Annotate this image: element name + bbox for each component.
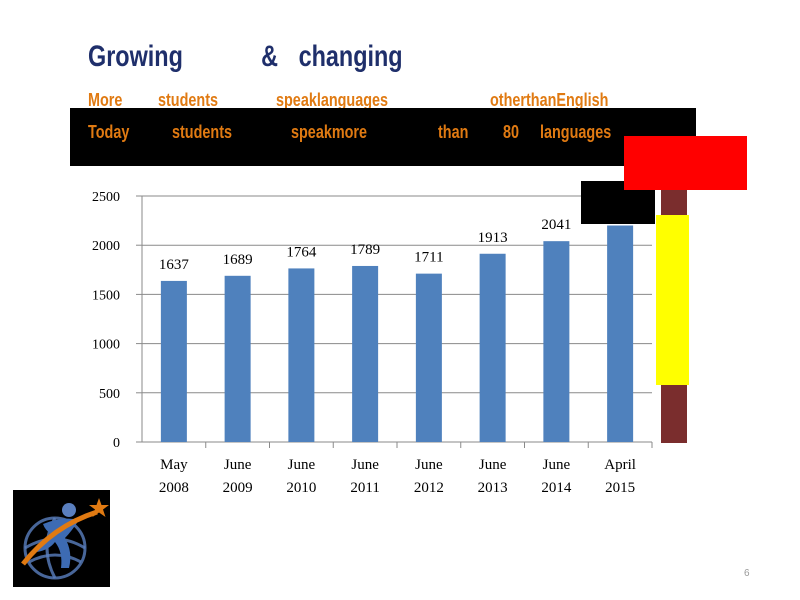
bar [543,241,570,442]
y-tick-label: 0 [113,436,120,451]
bar [160,280,187,442]
subtitle-word-1: More [88,90,123,110]
title-word-changing: changing [298,40,403,73]
slide-title: Growing & changing [88,40,403,80]
x-tick-label: 2013 [478,480,508,496]
yellow-decor-bar [656,215,689,385]
data-label: 1711 [414,250,443,266]
x-tick-label: 2009 [223,480,253,496]
y-tick-label: 500 [99,387,120,402]
y-tick-label: 1000 [92,338,120,353]
bar [479,253,506,442]
data-label: 1764 [286,244,317,260]
band-word-1: Today [88,122,130,142]
bar [288,268,315,442]
x-tick-label: June [288,457,316,473]
chart-labels: 0 500 1000 1500 2000 2500 1637 May 2008 1689 June 2… [92,190,636,496]
x-tick-label: June [543,457,571,473]
data-label: 1689 [223,252,253,268]
title-word-ampersand: & [261,40,279,73]
x-tick-label: June [224,457,252,473]
subtitle-word-2: students [158,90,219,110]
data-label: 1637 [159,257,190,273]
y-tick-label: 2000 [92,239,120,254]
y-tick-label: 2500 [92,190,120,205]
x-tick-label: June [351,457,379,473]
band-word-4: than [438,122,469,142]
x-tick-label: June [415,457,443,473]
band-word-2: students [172,122,233,142]
chart-bars [160,225,634,442]
bar [607,225,634,442]
red-decor-block [624,136,747,190]
x-tick-label: 2015 [605,480,635,496]
x-tick-label: 2008 [159,480,189,496]
data-label: 1789 [350,242,380,258]
data-label: 1913 [478,230,508,246]
x-tick-label: 2010 [286,480,316,496]
band-word-3: speakmore [291,122,368,142]
bar [415,273,442,442]
x-tick-label: April [604,457,636,473]
data-label: 2041 [541,217,571,233]
bar [352,265,379,442]
subtitle-word-3: speaklanguages [276,90,389,110]
x-tick-label: June [479,457,507,473]
x-tick-label: 2014 [541,480,572,496]
chart-gridlines [142,195,652,394]
bar [224,275,251,442]
globe-figure-star-logo-icon [21,498,109,580]
x-tick-label: 2012 [414,480,444,496]
subtitle-word-4: otherthanEnglish [490,90,609,110]
black-banner [70,108,696,166]
x-tick-label: 2011 [350,480,379,496]
y-tick-label: 1500 [92,288,120,303]
page-number: 6 [744,568,750,579]
band-word-5: 80 [503,122,520,142]
band-word-6: languages [540,122,612,142]
chart-axes [136,195,653,448]
x-tick-label: May [160,457,188,473]
title-word-growing: Growing [88,40,183,73]
globe-figure-logo [13,490,110,587]
